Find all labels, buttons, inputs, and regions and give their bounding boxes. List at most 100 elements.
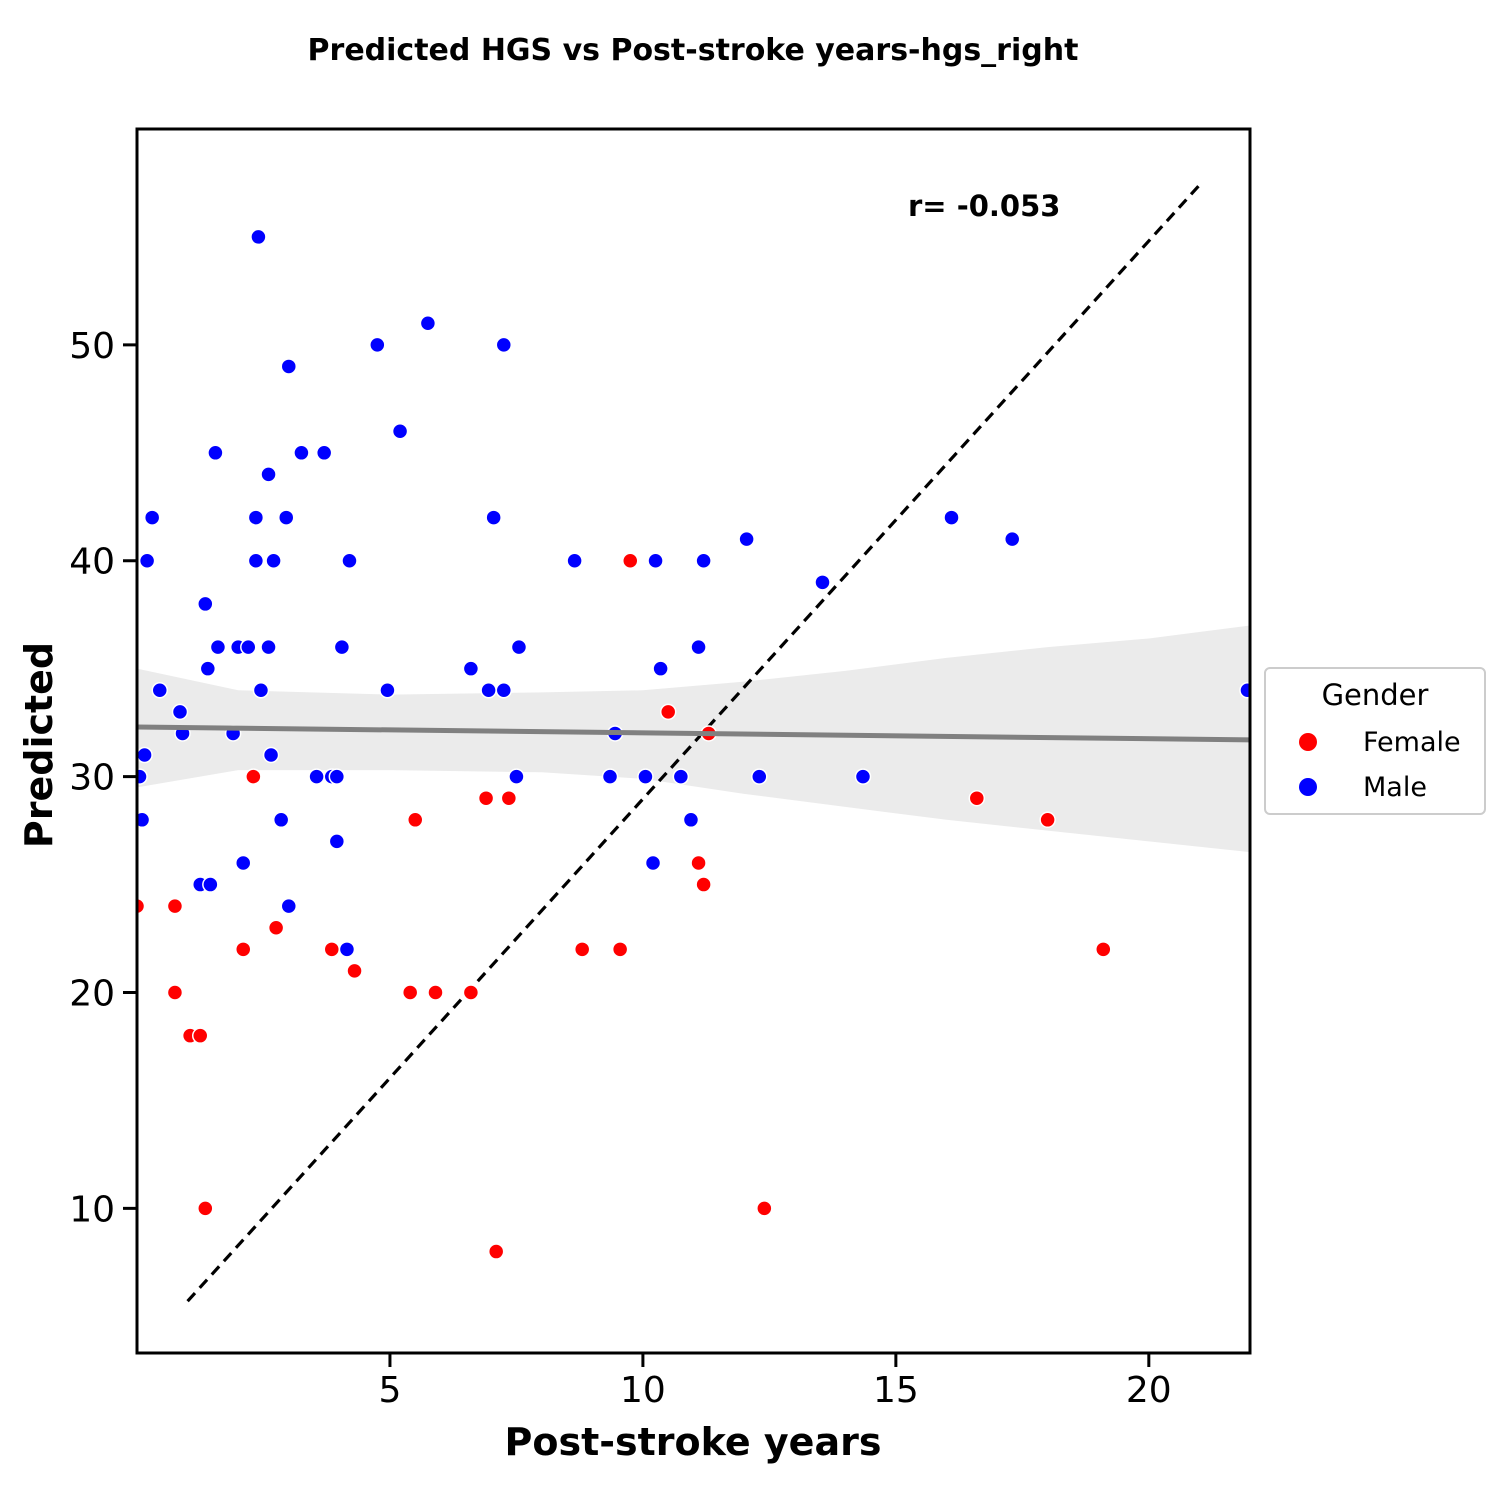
data-point-female (1039, 811, 1056, 829)
y-tick-label: 10 (69, 1189, 115, 1230)
legend-box (1264, 667, 1486, 815)
data-point-male (260, 466, 277, 483)
x-axis-label: Post-stroke years (505, 1420, 882, 1464)
legend-label-male: Male (1363, 772, 1427, 803)
data-point-male (369, 336, 386, 354)
data-point-male (652, 660, 669, 677)
data-point-male (495, 336, 513, 354)
data-point-male (137, 811, 151, 829)
x-tick-label: 20 (1126, 1370, 1172, 1411)
y-tick-label: 20 (69, 973, 115, 1014)
data-point-female (346, 962, 363, 980)
data-point-female (487, 1243, 505, 1260)
data-point-female (1095, 941, 1112, 958)
legend-label-female: Female (1363, 727, 1461, 758)
data-point-male (265, 552, 282, 569)
data-point-male (202, 876, 219, 893)
data-point-male (171, 703, 189, 721)
data-point-male (240, 638, 257, 656)
y-tick-label: 50 (69, 326, 115, 367)
data-point-male (943, 509, 960, 526)
data-point-male (1239, 682, 1250, 699)
data-point-female (690, 854, 707, 872)
data-point-female (427, 984, 444, 1001)
data-point-female (234, 941, 252, 958)
legend-marker-male (1299, 778, 1317, 796)
data-point-male (333, 638, 351, 656)
data-point-female (462, 984, 480, 1001)
data-point-male (495, 682, 513, 699)
x-tick-label: 5 (379, 1370, 402, 1411)
chart-title: Predicted HGS vs Post-stroke years-hgs_r… (308, 33, 1079, 68)
data-point-male (854, 768, 872, 785)
data-point-male (690, 638, 707, 656)
data-point-female (166, 897, 184, 915)
data-point-male (328, 768, 346, 785)
data-point-male (338, 941, 356, 958)
y-tick-label: 30 (69, 758, 115, 799)
x-axis: 5 10 15 20 (379, 1353, 1172, 1411)
data-point-male (637, 768, 654, 785)
plot-frame (135, 127, 1252, 1355)
series-female (137, 552, 1112, 1260)
data-point-male (672, 768, 690, 785)
data-point-female (197, 1200, 214, 1217)
data-point-male (308, 768, 325, 785)
data-point-male (272, 811, 290, 829)
data-point-female (323, 941, 341, 958)
data-point-male (260, 638, 277, 656)
data-point-male (391, 422, 409, 440)
data-point-male (682, 811, 700, 829)
legend-title: Gender (1322, 678, 1429, 712)
data-point-male (207, 444, 224, 462)
data-point-male (1003, 530, 1021, 548)
data-point-male (250, 228, 267, 246)
data-point-male (137, 768, 148, 785)
data-point-male (485, 509, 502, 526)
data-point-male (738, 530, 755, 548)
data-point-female (137, 897, 146, 915)
data-point-male (234, 854, 252, 872)
correlation-annotation: r= -0.053 (908, 189, 1060, 223)
data-point-male (601, 768, 619, 785)
legend-marker-female (1299, 733, 1317, 751)
data-point-female (756, 1200, 773, 1217)
series-male (137, 228, 1250, 958)
data-point-male (262, 746, 280, 764)
data-point-male (280, 358, 298, 375)
data-point-male (462, 660, 480, 677)
data-point-male (315, 444, 333, 462)
data-point-female (573, 941, 591, 958)
data-point-male (814, 574, 831, 591)
data-point-male (419, 315, 437, 332)
data-point-male (293, 444, 310, 462)
data-point-female (622, 552, 639, 569)
data-point-male (280, 897, 298, 915)
data-point-male (151, 682, 169, 699)
data-point-male (647, 552, 664, 569)
data-point-male (143, 509, 161, 526)
data-point-male (751, 768, 768, 785)
data-point-female (477, 789, 495, 807)
data-point-male (247, 552, 265, 569)
data-point-female (968, 789, 986, 807)
data-point-male (209, 638, 227, 656)
legend: Gender Female Male (1264, 667, 1486, 815)
x-tick-label: 10 (620, 1370, 666, 1411)
data-point-male (379, 682, 396, 699)
data-point-male (644, 854, 662, 872)
y-axis: 10 20 30 40 50 (69, 326, 137, 1230)
data-point-male (277, 509, 295, 526)
y-axis-label: Predicted (17, 642, 61, 848)
data-point-female (267, 919, 285, 936)
data-point-male (341, 552, 358, 569)
data-point-female (245, 768, 262, 785)
data-point-male (508, 768, 525, 785)
data-point-female (695, 876, 712, 893)
data-point-male (328, 833, 346, 850)
data-point-male (197, 595, 214, 613)
data-point-male (695, 552, 712, 569)
data-point-male (199, 660, 217, 677)
data-point-male (480, 682, 497, 699)
data-point-male (566, 552, 583, 569)
